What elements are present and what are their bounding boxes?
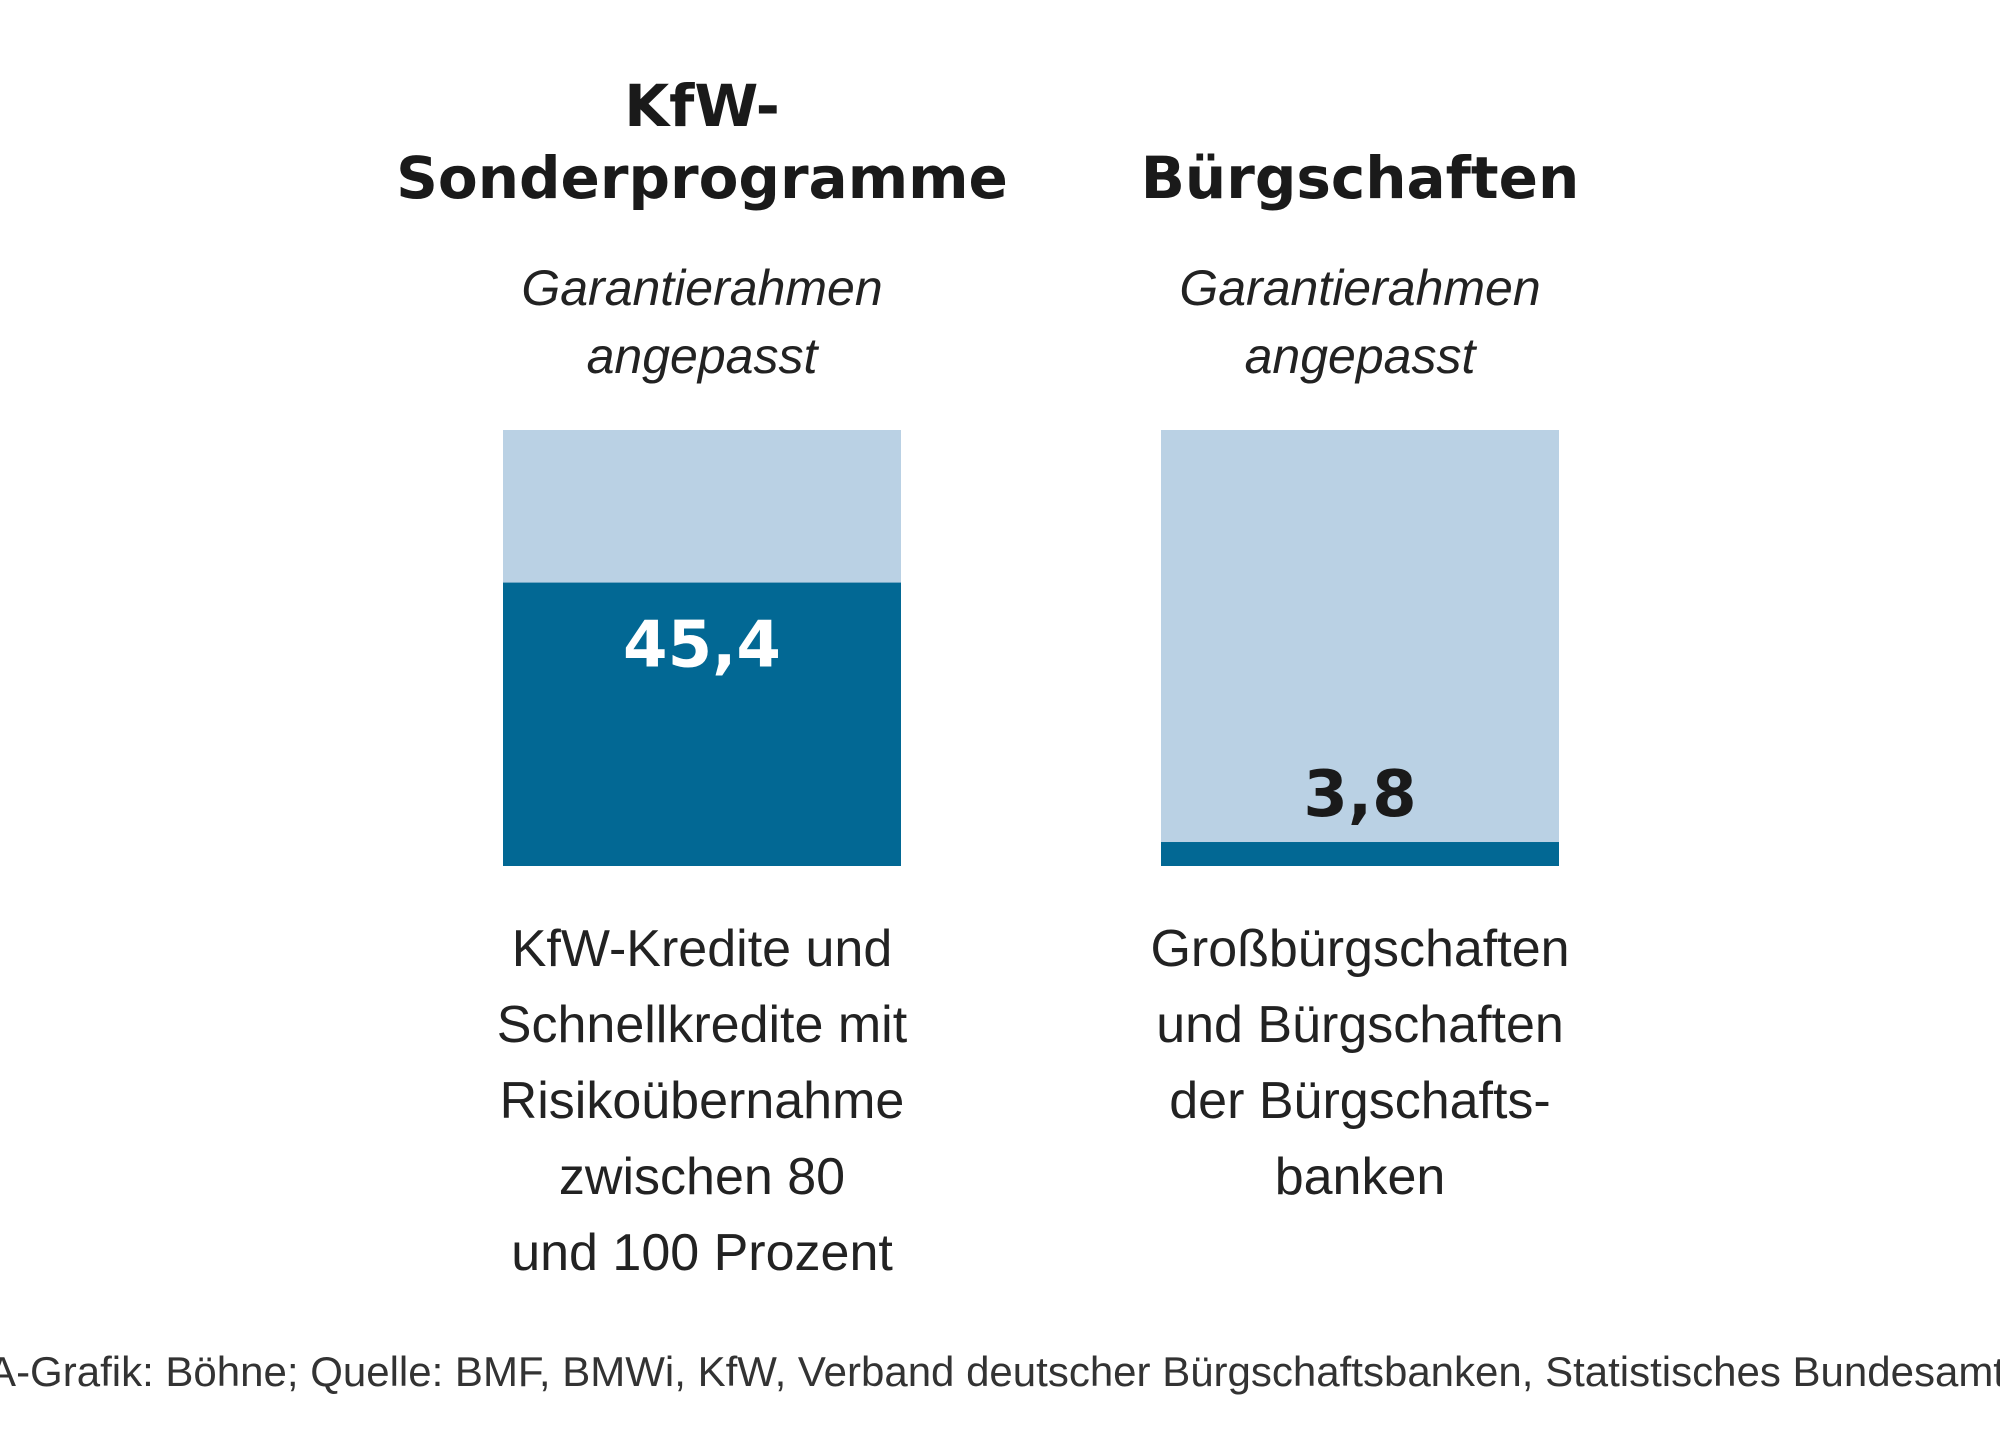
panel-1: KfW-Sonderprogramme Garantierahmen angepas…: [396, 72, 1008, 1282]
bar-used: [1161, 842, 1559, 866]
bar-frame: [1161, 430, 1559, 866]
panel-title: Bürgschaften: [1141, 144, 1580, 212]
panel-description: banken: [1275, 1148, 1446, 1206]
panel-subtitle: Garantierahmen: [521, 260, 882, 316]
bar-used: [503, 582, 901, 866]
panel-subtitle: angepasst: [1245, 328, 1478, 384]
panel-2: Bürgschaften Garantierahmen angepasst 3,8 Gr…: [1141, 144, 1580, 1206]
panel-description: Großbürgschaften: [1150, 920, 1569, 978]
chart-panels: KfW-Sonderprogramme Garantierahmen angepas…: [396, 72, 1579, 1282]
panel-description: KfW-Kredite und: [512, 920, 893, 978]
panel-description: Risikoübernahme: [500, 1072, 905, 1130]
panel-subtitle: Garantierahmen: [1179, 260, 1540, 316]
panel-description: der Bürgschafts-: [1169, 1072, 1551, 1130]
panel-title: Sonderprogramme: [396, 144, 1008, 212]
panel-description: und Bürgschaften: [1156, 996, 1564, 1054]
panel-title: KfW-: [624, 72, 780, 140]
panel-description: zwischen 80: [559, 1148, 845, 1206]
panel-subtitle: angepasst: [587, 328, 820, 384]
bar-value-label: 45,4: [623, 609, 781, 683]
bar-value-label: 3,8: [1303, 758, 1416, 832]
source-note: KStA-Grafik: Böhne; Quelle: BMF, BMWi, K…: [0, 1348, 2000, 1395]
panel-description: und 100 Prozent: [511, 1224, 893, 1282]
panel-description: Schnellkredite mit: [497, 996, 908, 1054]
